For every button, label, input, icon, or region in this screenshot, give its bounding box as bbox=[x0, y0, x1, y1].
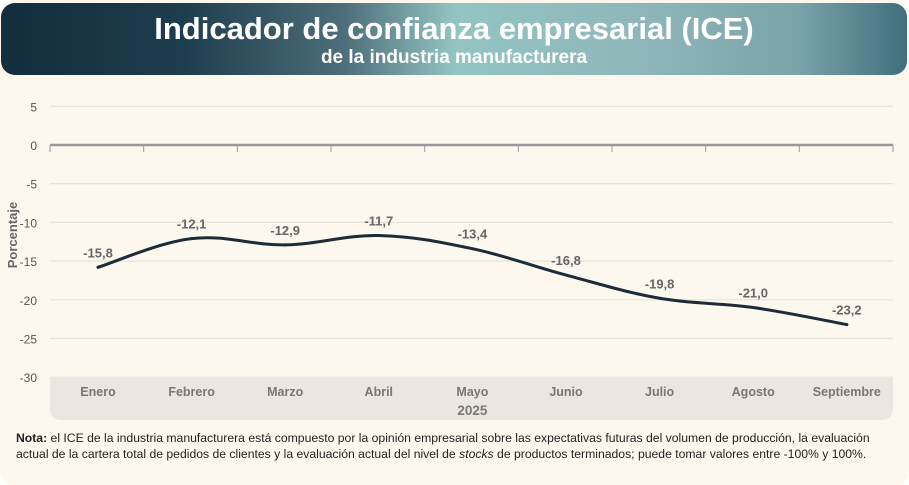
x-tick-label: Marzo bbox=[267, 385, 303, 399]
data-point bbox=[470, 247, 474, 251]
line-chart: 5 0 -5 -10 -15 -20 -25 -30 Porcentaje -15,8 Enero -… bbox=[5, 100, 894, 420]
data-point bbox=[751, 306, 755, 310]
data-point bbox=[283, 243, 287, 247]
x-tick-label: Febrero bbox=[168, 385, 215, 399]
data-label: -11,7 bbox=[364, 214, 393, 229]
note-text-1: el ICE de la industria manufacturera est… bbox=[16, 431, 870, 461]
data-point bbox=[658, 296, 662, 300]
chart-subtitle: de la industria manufacturera bbox=[320, 47, 588, 68]
chart-title: Indicador de confianza empresarial (ICE) bbox=[154, 11, 754, 46]
y-tick-label: -10 bbox=[20, 216, 38, 230]
data-label: -12,9 bbox=[270, 223, 300, 238]
x-tick-label: Enero bbox=[80, 385, 116, 399]
data-label: -16,8 bbox=[551, 253, 581, 268]
data-point bbox=[96, 265, 100, 269]
note-text-2: de productos terminados; puede tomar val… bbox=[493, 447, 867, 461]
header-banner: Indicador de confianza empresarial (ICE)… bbox=[1, 3, 907, 75]
y-tick-label: -20 bbox=[20, 294, 38, 308]
x-tick-label: Abril bbox=[365, 385, 393, 399]
data-label: -19,8 bbox=[645, 276, 675, 291]
data-point bbox=[377, 234, 381, 238]
y-tick-label: -15 bbox=[20, 255, 38, 269]
x-axis-band bbox=[50, 378, 893, 420]
y-tick-label: -25 bbox=[20, 333, 38, 347]
data-label: -15,8 bbox=[83, 245, 113, 260]
data-label: -13,4 bbox=[458, 227, 488, 242]
x-tick-label: Mayo bbox=[456, 385, 488, 399]
x-tick-label: Septiembre bbox=[813, 385, 881, 399]
y-tick-label: -5 bbox=[26, 178, 37, 192]
data-point bbox=[564, 273, 568, 277]
x-axis-label: 2025 bbox=[457, 403, 488, 418]
y-tick-label: 5 bbox=[30, 100, 37, 114]
data-label: -23,2 bbox=[832, 303, 862, 318]
y-tick-label: 0 bbox=[30, 139, 37, 153]
x-tick-label: Junio bbox=[549, 385, 583, 399]
x-tick-label: Agosto bbox=[732, 385, 775, 399]
x-tick-label: Julio bbox=[645, 385, 675, 399]
data-point bbox=[845, 323, 849, 327]
footnote: Nota: el ICE de la industria manufacture… bbox=[16, 430, 896, 462]
note-label: Nota: bbox=[16, 431, 48, 445]
note-italic: stocks bbox=[459, 447, 494, 461]
y-tick-label: -30 bbox=[20, 371, 38, 385]
y-axis-label: Porcentaje bbox=[5, 202, 20, 268]
data-label: -21,0 bbox=[738, 286, 768, 301]
data-label: -12,1 bbox=[177, 217, 207, 232]
data-point bbox=[190, 237, 194, 241]
